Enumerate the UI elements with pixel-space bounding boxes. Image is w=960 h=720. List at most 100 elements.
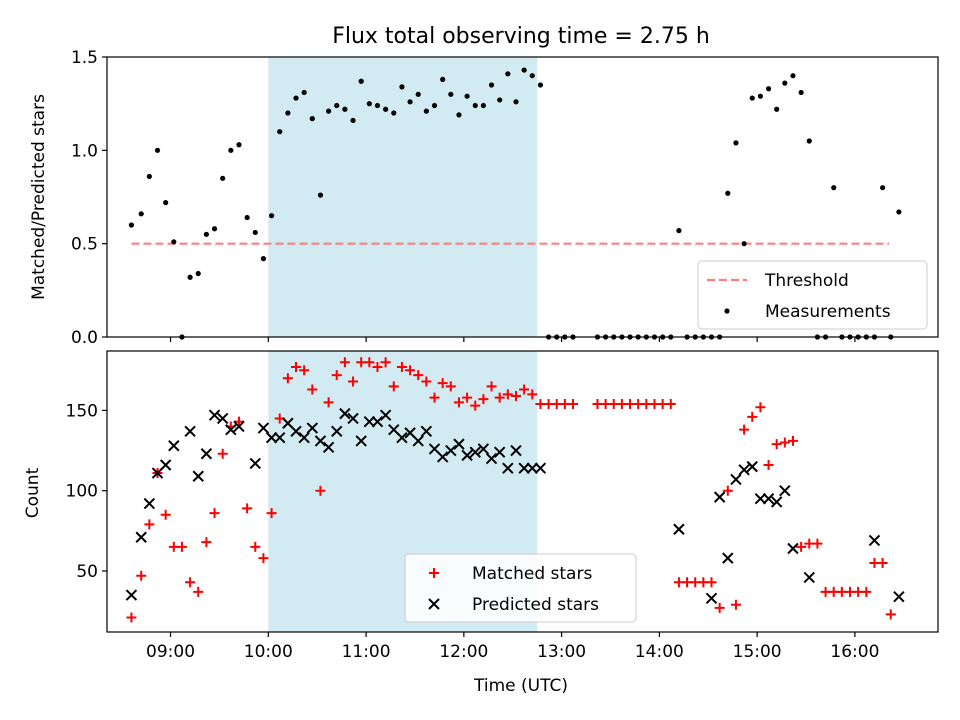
data-point — [265, 432, 278, 444]
data-point — [779, 437, 790, 448]
observing-span-shade — [268, 57, 538, 337]
plot-frame — [106, 56, 939, 338]
data-point — [208, 409, 221, 421]
data-point — [128, 222, 135, 228]
data-point — [415, 91, 421, 97]
data-point — [757, 93, 763, 99]
data-point — [339, 357, 350, 368]
data-point — [521, 67, 527, 73]
data-point — [537, 82, 544, 88]
y-tick-label: 50 — [76, 562, 98, 582]
data-point — [445, 381, 456, 392]
y-tick-label: 100 — [66, 482, 98, 502]
data-point — [388, 381, 399, 392]
data-point — [765, 86, 772, 92]
data-point — [184, 425, 196, 437]
bottom-panel: 50 100 150 09:00 10:00 11:00 12:00 13:00 14:00 15… — [66, 350, 939, 662]
data-point — [143, 497, 156, 510]
legend-predicted-swatch — [428, 598, 440, 610]
y-tick-label: 1.5 — [71, 48, 98, 68]
data-point — [497, 97, 503, 103]
data-point — [725, 190, 731, 196]
data-point — [407, 99, 413, 105]
data-point — [486, 381, 497, 392]
data-point — [257, 422, 270, 434]
data-point — [233, 416, 244, 427]
legend: Threshold Measurements — [697, 260, 928, 330]
data-point — [513, 99, 519, 105]
data-point — [154, 147, 161, 153]
data-point — [374, 102, 381, 109]
data-point — [355, 435, 367, 447]
legend-matched-swatch — [429, 568, 439, 578]
data-point — [413, 370, 424, 381]
data-point — [195, 270, 201, 277]
data-point — [136, 570, 147, 581]
data-point — [774, 106, 780, 112]
data-point — [193, 586, 204, 597]
data-point — [763, 460, 774, 471]
x-tick-label: 16:00 — [830, 642, 879, 662]
data-point — [277, 129, 283, 135]
x-tick-label: 14:00 — [635, 642, 684, 662]
data-point — [396, 432, 408, 444]
y-tick-label: 150 — [66, 401, 98, 421]
data-point — [211, 226, 218, 232]
data-point — [317, 192, 324, 198]
data-point — [877, 557, 888, 568]
series-predicted-stars — [125, 407, 905, 604]
data-point — [192, 470, 204, 482]
data-point — [494, 392, 505, 403]
data-point — [252, 229, 258, 236]
data-point — [880, 185, 886, 191]
data-point — [171, 239, 177, 245]
data-point — [309, 116, 315, 122]
data-point — [762, 493, 775, 505]
data-point — [803, 571, 815, 584]
data-point — [453, 438, 465, 450]
data-point — [746, 460, 758, 473]
data-point — [301, 89, 307, 96]
data-point — [469, 446, 481, 458]
data-point — [861, 586, 872, 597]
data-point — [242, 503, 253, 514]
legend-label: Predicted stars — [472, 595, 599, 615]
data-point — [364, 357, 375, 368]
data-point — [159, 459, 172, 471]
data-point — [420, 425, 433, 437]
data-point — [423, 108, 429, 114]
data-point — [216, 412, 229, 425]
data-point — [405, 365, 416, 376]
data-point — [453, 397, 464, 408]
data-point — [220, 175, 226, 181]
bottom-y-axis-label: Count — [23, 467, 43, 518]
data-point — [372, 362, 383, 373]
data-point — [488, 82, 495, 88]
data-point — [233, 420, 245, 433]
data-point — [334, 102, 340, 109]
data-point — [456, 112, 462, 118]
data-point — [510, 390, 521, 401]
data-point — [472, 102, 478, 109]
top-panel: 0.0 0.5 1.0 1.5 Threshold Measurements — [71, 48, 939, 348]
data-point — [568, 398, 579, 409]
data-point — [217, 448, 228, 459]
legend-label: Measurements — [765, 302, 891, 322]
data-point — [518, 462, 530, 474]
data-point — [673, 523, 685, 535]
data-point — [323, 397, 334, 408]
data-point — [342, 106, 348, 112]
data-point — [480, 102, 486, 109]
legend: Matched stars Predicted stars — [404, 553, 637, 623]
data-point — [796, 541, 807, 552]
data-point — [470, 400, 481, 411]
data-point — [249, 457, 261, 470]
data-point — [741, 241, 747, 247]
data-point — [350, 117, 356, 124]
data-point — [705, 592, 718, 604]
data-point — [893, 590, 905, 603]
data-point — [138, 211, 144, 217]
data-point — [831, 185, 837, 191]
data-point — [505, 71, 511, 77]
